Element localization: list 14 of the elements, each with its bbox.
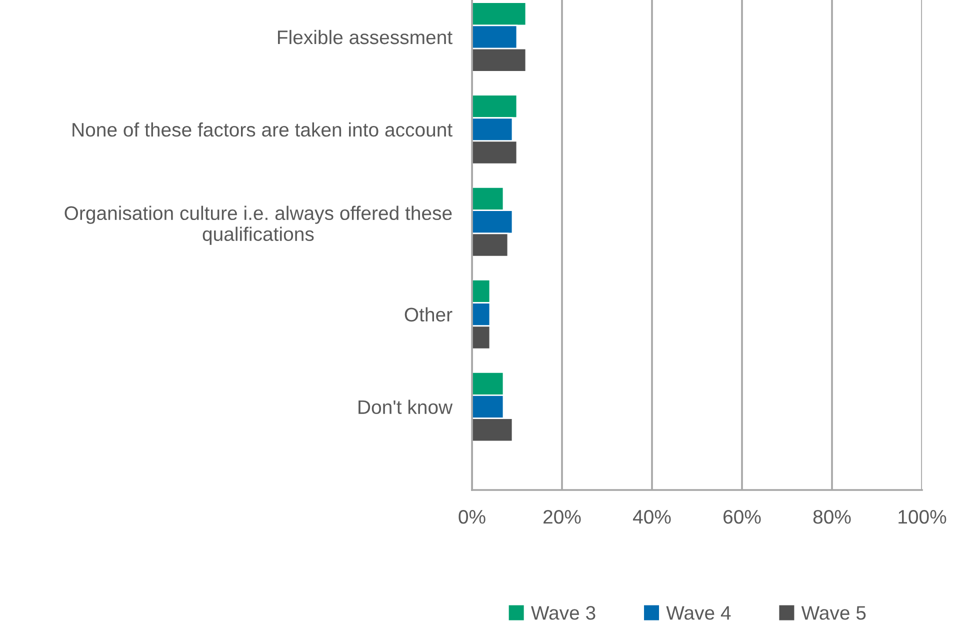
x-tick-label: 40% — [632, 510, 671, 524]
legend-label: Wave 5 — [801, 606, 866, 620]
y-tick-label: Flexible assessment — [278, 30, 452, 44]
x-tick-label: 0% — [458, 510, 486, 524]
legend-label: Wave 4 — [666, 606, 731, 620]
y-tick-label: Don't know — [358, 400, 453, 414]
y-tick-label: Organisation culture i.e. always offered these qualifications — [64, 206, 452, 245]
x-tick-label: 80% — [813, 510, 851, 524]
y-tick-label: None of these factors are taken into account — [72, 122, 452, 137]
x-tick-label: 100% — [898, 510, 946, 524]
y-tick-label: Other — [404, 307, 452, 322]
x-tick-label: 60% — [724, 510, 761, 524]
legend-label: Wave 3 — [531, 606, 596, 620]
x-tick-label: 20% — [544, 510, 581, 524]
